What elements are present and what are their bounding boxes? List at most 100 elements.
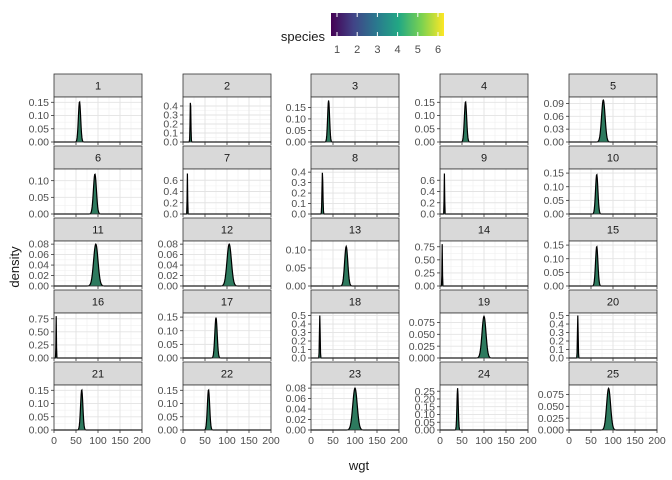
x-tick-label: 200 [390, 435, 408, 447]
facet-panel-1: 1 0.00 0.050.100.15 [29, 73, 143, 149]
density-area-24 [440, 388, 528, 430]
y-tick-label: 0.4 [420, 186, 435, 198]
y-tick-label: 0.6 [420, 175, 435, 187]
x-tick-label: 50 [199, 435, 211, 447]
y-tick-label: 0.4 [291, 319, 306, 331]
x-tick-label: 150 [111, 435, 129, 447]
y-tick-label: 0.00 [544, 137, 565, 149]
y-tick-label: 0.050 [409, 329, 435, 341]
y-tick-label: 0.00 [158, 425, 179, 437]
y-tick-label: 0.00 [158, 281, 179, 293]
facet-strip-label: 1 [95, 81, 101, 93]
y-axis-title: density [7, 246, 22, 288]
facet-panel-20: 20 0.00.10.20.30.40.5 [549, 289, 658, 365]
y-tick-label: 0.10 [286, 114, 307, 126]
facet-strip-label: 18 [349, 297, 361, 309]
facet-strip-label: 23 [349, 369, 361, 381]
facet-strip-label: 17 [221, 297, 233, 309]
y-tick-label: 0.05 [158, 411, 179, 423]
y-tick-label: 0.00 [415, 281, 436, 293]
y-tick-label: 0.2 [420, 197, 435, 209]
facet-strip-label: 9 [481, 153, 487, 165]
facet-strip-label: 22 [221, 369, 233, 381]
y-tick-label: 0.0 [291, 353, 306, 365]
facet-panel-18: 18 0.00.10.20.30.40.5 [291, 289, 400, 365]
y-tick-label: 0.10 [415, 409, 436, 421]
x-tick-label: 50 [70, 435, 82, 447]
y-tick-label: 0.10 [544, 181, 565, 193]
y-tick-label: 0.75 [415, 241, 436, 253]
y-tick-label: 0.05 [415, 417, 436, 429]
x-tick-label: 150 [368, 435, 386, 447]
facet-panel-15: 15 0.00 0.05 0.100.15 [544, 217, 658, 293]
y-tick-label: 0.00 [544, 209, 565, 221]
x-tick-label: 100 [604, 435, 622, 447]
y-tick-label: 0.10 [29, 175, 50, 187]
x-tick-label: 0 [180, 435, 186, 447]
facet-panel-22: 22 0.00 0.050.100.15 0 50 100 150 200 [158, 361, 280, 447]
density-area-23 [311, 388, 399, 430]
y-tick-label: 0.2 [291, 336, 306, 348]
facet-strip-label: 14 [478, 225, 490, 237]
facet-strip-label: 13 [349, 225, 361, 237]
facet-panel-16: 16 0.000.25 0.500.75 [29, 289, 143, 365]
legend-tick-label: 1 [334, 44, 340, 56]
x-tick-label: 100 [346, 435, 364, 447]
y-tick-label: 0.05 [544, 267, 565, 279]
y-tick-label: 0.10 [415, 110, 436, 122]
y-tick-label: 0.3 [291, 327, 306, 339]
y-tick-label: 0.075 [538, 389, 564, 401]
y-tick-label: 0.20 [415, 394, 436, 406]
y-tick-label: 0.6 [163, 175, 178, 187]
y-tick-label: 0.08 [29, 239, 50, 251]
facet-strip-label: 11 [92, 225, 103, 237]
facet-strip-label: 20 [607, 297, 619, 309]
y-tick-label: 0.3 [291, 177, 306, 189]
facet-panel-8: 8 0.00.10.20.30.4 [291, 145, 400, 221]
y-tick-label: 0.0 [163, 209, 178, 221]
y-tick-label: 0.4 [163, 186, 178, 198]
y-tick-label: 0.25 [29, 340, 50, 352]
x-tick-label: 200 [262, 435, 280, 447]
y-tick-label: 0.1 [291, 344, 306, 356]
y-tick-label: 0.0 [420, 209, 435, 221]
facet-panel-9: 9 0.00.20.40.6 [420, 145, 529, 221]
y-tick-label: 0.15 [415, 401, 436, 413]
x-tick-label: 150 [497, 435, 515, 447]
legend-tick-label: 6 [435, 44, 441, 56]
x-tick-label: 150 [626, 435, 644, 447]
x-tick-label: 50 [585, 435, 597, 447]
facet-panel-24: 24 0.000.050.100.150.200.25 0 50 100 150 200 [415, 361, 537, 447]
y-tick-label: 0.10 [29, 398, 50, 410]
y-tick-label: 0.05 [544, 195, 565, 207]
y-tick-label: 0.75 [29, 313, 50, 325]
y-tick-label: 0.5 [291, 310, 306, 322]
legend-colorbar [331, 13, 444, 36]
y-tick-label: 0.00 [29, 209, 50, 221]
x-tick-label: 200 [648, 435, 666, 447]
facet-panel-11: 11 0.000.020.040.060.08 [29, 217, 143, 293]
y-tick-label: 0.15 [544, 240, 565, 252]
y-tick-label: 0.05 [286, 263, 307, 275]
y-tick-label: 0.25 [415, 268, 436, 280]
y-tick-label: 0.1 [549, 344, 564, 356]
y-tick-label: 0.04 [29, 260, 50, 272]
y-tick-label: 0.2 [291, 188, 306, 200]
y-tick-label: 0.4 [549, 319, 564, 331]
facet-panel-17: 17 0.00 0.05 0.100.15 [158, 289, 272, 365]
y-tick-label: 0.000 [409, 353, 435, 365]
y-tick-label: 0.08 [158, 239, 179, 251]
facet-panel-5: 5 0.000.030.060.09 [544, 73, 658, 149]
facet-panel-14: 14 0.000.25 0.500.75 [415, 217, 529, 293]
facet-strip-label: 7 [224, 153, 230, 165]
facet-panel-6: 6 0.00 0.05 0.10 [29, 145, 143, 221]
y-tick-label: 0.50 [29, 326, 50, 338]
x-tick-label: 0 [566, 435, 572, 447]
x-tick-label: 150 [240, 435, 258, 447]
y-tick-label: 0.0 [163, 137, 178, 149]
y-tick-label: 0.00 [544, 281, 565, 293]
y-tick-label: 0.00 [29, 425, 50, 437]
y-tick-label: 0.1 [291, 198, 306, 210]
